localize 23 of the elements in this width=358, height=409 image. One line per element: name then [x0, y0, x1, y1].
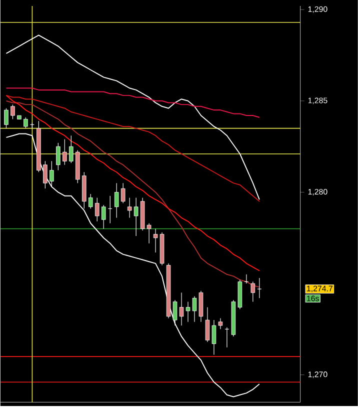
candlestick — [56, 142, 60, 171]
candlestick — [250, 281, 256, 302]
candlestick — [205, 306, 210, 342]
candlestick — [24, 117, 28, 129]
candlestick — [212, 320, 216, 356]
candlestick — [69, 135, 74, 164]
candlestick — [50, 160, 54, 188]
candlestick — [88, 194, 93, 209]
candlestick — [95, 197, 100, 222]
candlestick — [114, 182, 119, 218]
candlestick — [127, 197, 132, 218]
candlestick — [134, 197, 138, 236]
candlestick — [10, 104, 15, 120]
candlestick — [4, 108, 8, 129]
candlestick — [62, 138, 67, 166]
candlestick — [218, 318, 223, 330]
line-series — [6, 34, 260, 200]
candlestick — [102, 204, 106, 230]
candlestick — [153, 228, 158, 253]
candlestick — [120, 182, 126, 204]
candlestick — [257, 278, 262, 298]
candlestick — [146, 222, 152, 244]
candlestick — [43, 160, 48, 189]
